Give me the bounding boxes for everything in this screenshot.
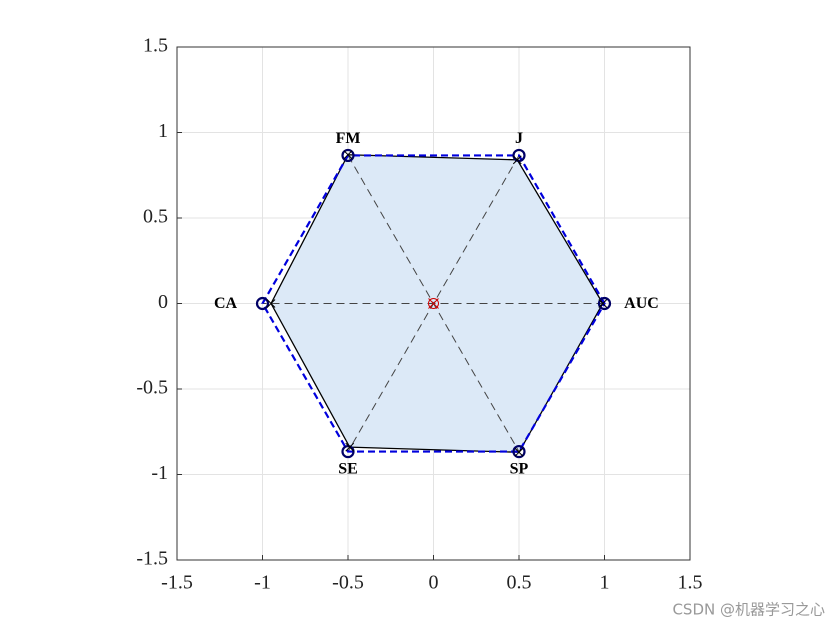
category-label: SE bbox=[338, 461, 358, 478]
category-label: J bbox=[515, 130, 523, 147]
vertex-marker bbox=[343, 150, 353, 160]
category-label: AUC bbox=[624, 295, 659, 312]
vertex-marker bbox=[341, 148, 355, 163]
vertex-marker bbox=[512, 444, 526, 459]
category-label: SP bbox=[510, 461, 529, 478]
vertex-marker bbox=[514, 447, 524, 457]
y-tick-label: 0.5 bbox=[143, 206, 168, 228]
x-tick-label: 0 bbox=[429, 572, 439, 594]
x-tick-label: -1 bbox=[254, 572, 271, 594]
category-label: CA bbox=[214, 295, 238, 312]
watermark: CSDN @机器学习之心 bbox=[672, 601, 825, 619]
x-tick-label: -0.5 bbox=[332, 572, 364, 594]
x-tick-label: 0.5 bbox=[507, 572, 532, 594]
series-polygon bbox=[270, 154, 604, 453]
plot-frame bbox=[176, 46, 691, 561]
category-label: FM bbox=[336, 130, 361, 147]
y-tick-label: -0.5 bbox=[136, 377, 168, 399]
center-marker bbox=[428, 298, 439, 309]
y-tick-label: 1 bbox=[158, 120, 168, 142]
x-tick-label: 1 bbox=[600, 572, 610, 594]
y-tick-label: 0 bbox=[158, 291, 168, 313]
y-tick-label: 1.5 bbox=[143, 35, 168, 57]
vertex-marker bbox=[598, 299, 608, 308]
vertex-marker bbox=[512, 155, 522, 165]
y-tick-label: -1 bbox=[151, 462, 168, 484]
y-tick-label: -1.5 bbox=[136, 548, 168, 570]
series-polygon bbox=[261, 154, 606, 453]
vertex-marker bbox=[597, 296, 612, 311]
vertex-marker bbox=[345, 442, 355, 452]
x-tick-label: -1.5 bbox=[161, 572, 193, 594]
vertex-marker bbox=[255, 296, 270, 311]
center-marker bbox=[428, 298, 439, 309]
vertex-marker bbox=[266, 299, 276, 308]
x-tick-label: 1.5 bbox=[678, 572, 703, 594]
